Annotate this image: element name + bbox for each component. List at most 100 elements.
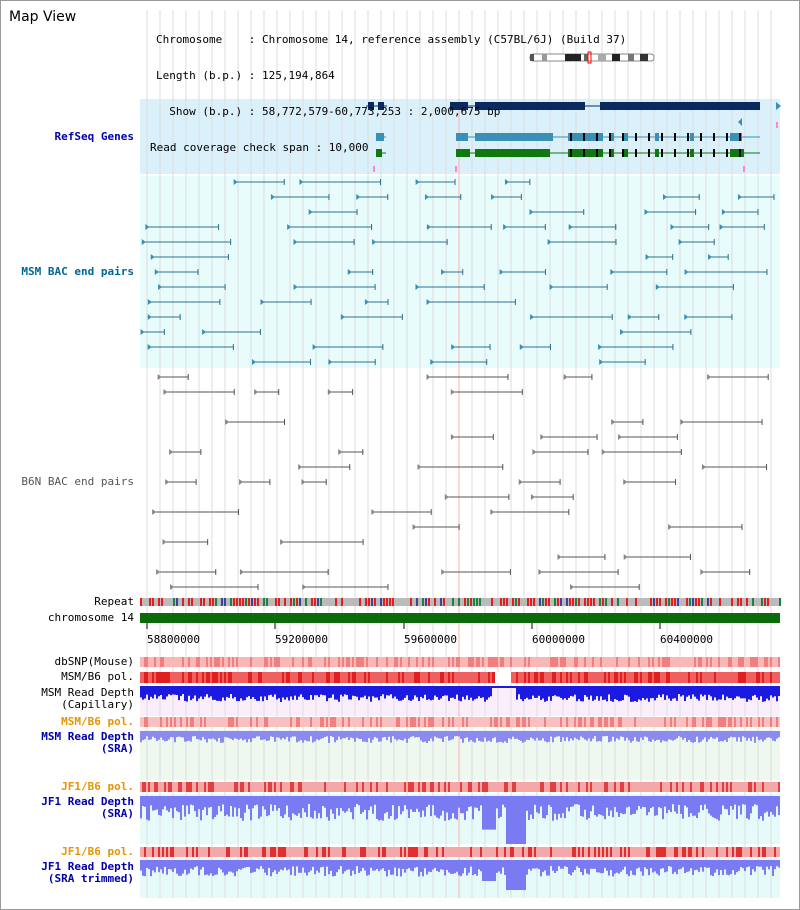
jf1-trim-bar bbox=[632, 860, 634, 875]
jf1-pol-trim-cell bbox=[394, 847, 396, 857]
ideogram-band bbox=[628, 54, 634, 61]
gene-marker bbox=[743, 166, 745, 172]
msm-pol-sra-cell bbox=[616, 717, 618, 727]
track-label-dbsnp[interactable]: dbSNP(Mouse) bbox=[54, 655, 134, 668]
track-label-refseq[interactable]: RefSeq Genes bbox=[54, 130, 134, 143]
region-info: Chromosome : Chromosome 14, reference as… bbox=[150, 10, 626, 178]
repeat-element bbox=[587, 598, 589, 606]
repeat-element bbox=[473, 598, 475, 606]
jf1-depth-bar bbox=[432, 796, 434, 806]
dbsnp-cell bbox=[588, 657, 590, 667]
jf1-depth-bar bbox=[738, 796, 740, 806]
msm-depth-sra-bar bbox=[600, 731, 602, 742]
jf1-pol-trim-cell bbox=[654, 847, 656, 857]
track-label-msm-b6-pol-sra[interactable]: MSM/B6 pol. bbox=[61, 715, 134, 728]
jf1-pol-trim-cell bbox=[634, 847, 636, 857]
msm-pol-sra-cell bbox=[310, 717, 312, 727]
msm-pol-cell bbox=[406, 672, 408, 683]
gene-arrow bbox=[738, 118, 742, 126]
track-label-msm-depth-sra[interactable]: MSM Read Depth (SRA) bbox=[0, 731, 134, 755]
msm-pol-sra-cell bbox=[240, 717, 242, 727]
msm-depth-cap-bar bbox=[406, 686, 408, 696]
b6n-bac-end bbox=[638, 584, 640, 590]
msm-pol-sra-cell bbox=[736, 717, 738, 727]
track-label-jf1-depth[interactable]: JF1 Read Depth (SRA) bbox=[0, 796, 134, 820]
jf1-trim-bar bbox=[744, 860, 746, 872]
dbsnp-cell bbox=[442, 657, 444, 667]
jf1-pol-cell bbox=[722, 782, 724, 792]
jf1-depth-bar bbox=[286, 796, 288, 806]
jf1-pol-cell bbox=[146, 782, 148, 792]
repeat-element bbox=[383, 598, 385, 606]
jf1-depth-bar bbox=[224, 796, 226, 817]
msm-pol-cell bbox=[280, 672, 282, 683]
jf1-depth-bar bbox=[392, 796, 394, 806]
jf1-pol-trim-cell bbox=[688, 847, 690, 857]
msm-pol-cell bbox=[622, 672, 624, 683]
dbsnp-cell bbox=[402, 657, 404, 667]
msm-depth-sra-bar bbox=[196, 731, 198, 740]
msm-pol-sra-cell bbox=[762, 717, 764, 727]
track-label-b6n-bac[interactable]: B6N BAC end pairs bbox=[21, 475, 134, 488]
msm-depth-cap-bar bbox=[616, 686, 618, 700]
jf1-trim-bar bbox=[682, 860, 684, 868]
jf1-pol-cell bbox=[562, 782, 564, 792]
msm-bac-end bbox=[163, 329, 165, 335]
msm-depth-cap-bar bbox=[572, 686, 574, 697]
jf1-trim-bar bbox=[660, 860, 662, 869]
jf1-trim-bar bbox=[524, 860, 526, 890]
jf1-depth-bar bbox=[640, 796, 642, 809]
msm-pol-cell bbox=[744, 672, 746, 683]
msm-depth-cap-bar bbox=[466, 686, 468, 696]
msm-pol-cell bbox=[174, 672, 176, 683]
jf1-pol-trim-cell bbox=[198, 847, 200, 857]
msm-pol-sra-cell bbox=[712, 717, 714, 727]
track-label-msm-bac[interactable]: MSM BAC end pairs bbox=[21, 265, 134, 278]
msm-depth-sra-bar bbox=[350, 731, 352, 738]
dbsnp-cell bbox=[394, 657, 396, 667]
msm-depth-sra-bar bbox=[706, 731, 708, 742]
jf1-trim-bar bbox=[592, 860, 594, 869]
msm-depth-cap-bar bbox=[446, 686, 448, 696]
jf1-trim-bar bbox=[366, 860, 368, 876]
jf1-pol-trim-cell bbox=[636, 847, 638, 857]
msm-pol-cell bbox=[476, 672, 478, 683]
track-label-jf1-b6-pol-trimmed[interactable]: JF1/B6 pol. bbox=[61, 845, 134, 858]
dbsnp-cell bbox=[552, 657, 554, 667]
jf1-trim-bar bbox=[336, 860, 338, 873]
jf1-pol-cell bbox=[768, 782, 770, 792]
msm-depth-cap-bar bbox=[568, 686, 570, 698]
jf1-pol-trim-cell bbox=[502, 847, 504, 857]
msm-depth-sra-bar bbox=[620, 731, 622, 737]
jf1-depth-bar bbox=[524, 796, 526, 844]
msm-depth-sra-bar bbox=[732, 731, 734, 738]
track-label-jf1-b6-pol[interactable]: JF1/B6 pol. bbox=[61, 780, 134, 793]
dbsnp-cell bbox=[354, 657, 356, 667]
track-label-jf1-depth-trimmed[interactable]: JF1 Read Depth (SRA trimmed) bbox=[0, 861, 134, 885]
jf1-pol-cell bbox=[154, 782, 156, 792]
msm-depth-cap-bar bbox=[526, 686, 528, 698]
jf1-depth-bar bbox=[310, 796, 312, 818]
jf1-pol-cell bbox=[670, 782, 672, 792]
msm-depth-cap-bar bbox=[760, 686, 762, 697]
dbsnp-cell bbox=[676, 657, 678, 667]
jf1-pol-cell bbox=[668, 782, 670, 792]
jf1-depth-bar bbox=[470, 796, 472, 807]
jf1-depth-bar bbox=[478, 796, 480, 811]
jf1-pol-trim-cell bbox=[596, 847, 598, 857]
msm-bac-end bbox=[340, 314, 345, 320]
msm-depth-sra-bar bbox=[364, 731, 366, 742]
jf1-pol-cell bbox=[152, 782, 154, 792]
msm-pol-cell bbox=[584, 672, 586, 683]
jf1-trim-bar bbox=[470, 860, 472, 867]
track-label-msm-depth-cap[interactable]: MSM Read Depth (Capillary) bbox=[0, 687, 134, 711]
track-label-msm-b6-pol[interactable]: MSM/B6 pol. bbox=[61, 670, 134, 683]
msm-depth-sra-bar bbox=[592, 731, 594, 739]
jf1-pol-cell bbox=[266, 782, 268, 792]
msm-pol-cell bbox=[142, 672, 144, 683]
jf1-pol-trim-cell bbox=[752, 847, 754, 857]
jf1-trim-bar bbox=[238, 860, 240, 870]
b6n-bac-end bbox=[623, 479, 628, 485]
msm-pol-cell bbox=[200, 672, 202, 683]
